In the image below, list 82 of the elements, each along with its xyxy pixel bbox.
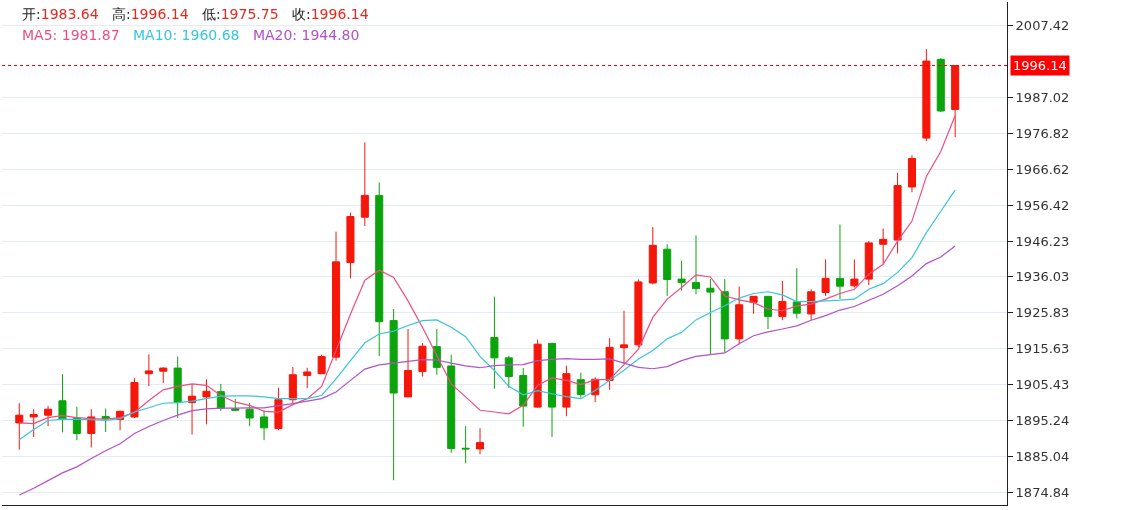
candlestick (375, 181, 384, 357)
candlestick (792, 267, 801, 319)
candlestick (951, 65, 960, 138)
candlestick (519, 367, 528, 428)
candlestick (159, 366, 168, 384)
candlestick (821, 258, 830, 297)
y-tick-label: 1905.43 (1015, 377, 1070, 393)
candlestick (907, 154, 916, 193)
line-series (18, 189, 956, 441)
text: MA20: 1944.80 (252, 27, 360, 43)
y-tick-label: 1976.82 (1015, 126, 1070, 141)
candlestick (706, 278, 715, 355)
candlestick (634, 278, 643, 348)
candlestick (893, 172, 902, 254)
candlestick (389, 308, 398, 481)
candlestick (936, 57, 945, 113)
candlestick (288, 366, 297, 405)
annotation: 低:1975.75 (201, 6, 279, 22)
candlestick (274, 387, 283, 431)
annotation: 高:1996.14 (111, 6, 189, 22)
candlestick (807, 288, 816, 321)
y-tick-label: 1895.24 (1015, 412, 1070, 428)
candlestick (619, 310, 629, 365)
candlestick (144, 353, 153, 387)
candlestick (504, 355, 513, 389)
candlestick (547, 342, 557, 438)
candlestick (476, 427, 485, 455)
y-tick-label: 1915.63 (1015, 341, 1070, 357)
candlestick (691, 235, 701, 295)
candlestick (260, 409, 269, 441)
candlestick (763, 295, 773, 330)
y-tick-label: 1946.23 (1015, 233, 1070, 249)
candlestick (15, 402, 24, 451)
candlestick (864, 240, 873, 286)
candlestick (562, 365, 571, 417)
y-tick-label: 1925.83 (1015, 305, 1070, 321)
y-tick-label: 1874.84 (1015, 484, 1070, 500)
candlestick (735, 285, 744, 345)
candlestick (130, 377, 139, 419)
candlestick (317, 354, 326, 375)
y-tick-label: 1987.02 (1015, 90, 1070, 106)
candlestick (576, 372, 585, 399)
candlestick (29, 408, 38, 438)
candlestick (533, 339, 542, 409)
candlestick (778, 280, 787, 321)
candlestick (879, 227, 888, 265)
y-tick-label: 1956.42 (1015, 197, 1070, 213)
ref-line-label: 1996.14 (1013, 58, 1067, 73)
candlestick (58, 373, 67, 433)
candlestick (202, 378, 211, 425)
y-tick-label: 1966.62 (1015, 161, 1070, 177)
candlestick (835, 224, 845, 300)
candlestick (72, 406, 81, 441)
annotation: 开:1983.64 (22, 6, 99, 22)
candlestick (749, 295, 758, 315)
text: MA5: 1981.87 (22, 27, 120, 43)
candlestick (360, 141, 369, 227)
candlestick (850, 258, 859, 289)
candlestick (677, 260, 686, 292)
candlestick (461, 425, 470, 464)
candlestick (663, 243, 672, 297)
candlestick (720, 278, 729, 353)
y-tick-label: 1885.04 (1015, 448, 1070, 464)
candlestick (447, 354, 456, 454)
candlestick (173, 355, 182, 419)
candlestick (346, 212, 355, 279)
line-series (18, 114, 956, 425)
text: MA10: 1960.68 (132, 27, 240, 43)
candlestick (922, 48, 931, 142)
candlestick (490, 296, 499, 390)
y-tick-label: 1936.03 (1015, 269, 1070, 285)
candlestick (188, 383, 197, 436)
candlestick (332, 231, 341, 362)
candlestick (404, 328, 413, 398)
candlestick (245, 402, 254, 427)
candlestick (418, 342, 427, 378)
annotation: 收:1996.14 (291, 6, 369, 22)
line-series (18, 245, 956, 496)
candlestick (303, 367, 312, 389)
candlestick (44, 405, 53, 427)
y-tick-label: 2007.42 (1015, 18, 1070, 34)
candlestick (648, 226, 657, 285)
